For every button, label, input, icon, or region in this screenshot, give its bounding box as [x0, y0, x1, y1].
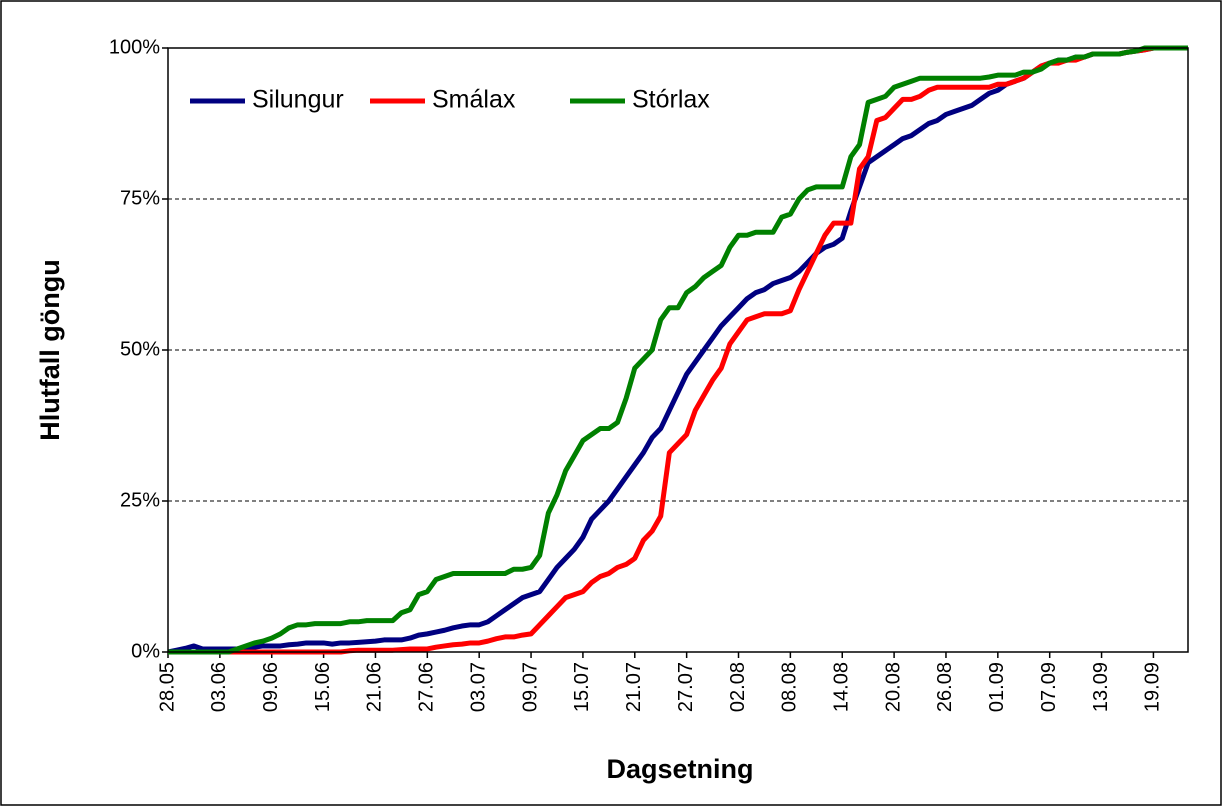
- x-tick-label: 01.09: [986, 662, 1008, 712]
- x-tick-label: 28.05: [156, 662, 178, 712]
- y-tick-label: 50%: [120, 338, 160, 360]
- x-tick-label: 02.08: [727, 662, 749, 712]
- plot-area: [168, 48, 1188, 652]
- x-tick-label: 27.07: [675, 662, 697, 712]
- x-tick-label: 09.06: [260, 662, 282, 712]
- legend-label: Silungur: [252, 86, 344, 114]
- x-tick-label: 19.09: [1142, 662, 1164, 712]
- y-tick-label: 0%: [131, 640, 160, 662]
- y-tick-label: 75%: [120, 187, 160, 209]
- series-line: [168, 45, 1188, 655]
- x-tick-label: 08.08: [779, 662, 801, 712]
- x-tick-label: 13.09: [1090, 662, 1112, 712]
- x-tick-label: 03.07: [467, 662, 489, 712]
- x-tick-label: 27.06: [416, 662, 438, 712]
- x-tick-label: 26.08: [934, 662, 956, 712]
- x-tick-label: 15.07: [571, 662, 593, 712]
- x-tick-label: 20.08: [882, 662, 904, 712]
- x-tick-label: 14.08: [831, 662, 853, 712]
- legend-label: Stórlax: [632, 86, 710, 114]
- plot-border: [167, 47, 1189, 653]
- x-tick-label: 15.06: [312, 662, 334, 712]
- y-axis-title: Hlutfall göngu: [35, 259, 65, 440]
- y-tick-label: 25%: [120, 489, 160, 511]
- y-tick-label: 100%: [109, 36, 160, 58]
- x-tick-label: 09.07: [519, 662, 541, 712]
- legend-label: Smálax: [432, 86, 516, 114]
- x-tick-label: 21.06: [364, 662, 386, 712]
- x-axis-title: Dagsetning: [606, 754, 753, 784]
- x-tick-label: 03.06: [208, 662, 230, 712]
- x-tick-label: 07.09: [1038, 662, 1060, 712]
- x-tick-label: 21.07: [623, 662, 645, 712]
